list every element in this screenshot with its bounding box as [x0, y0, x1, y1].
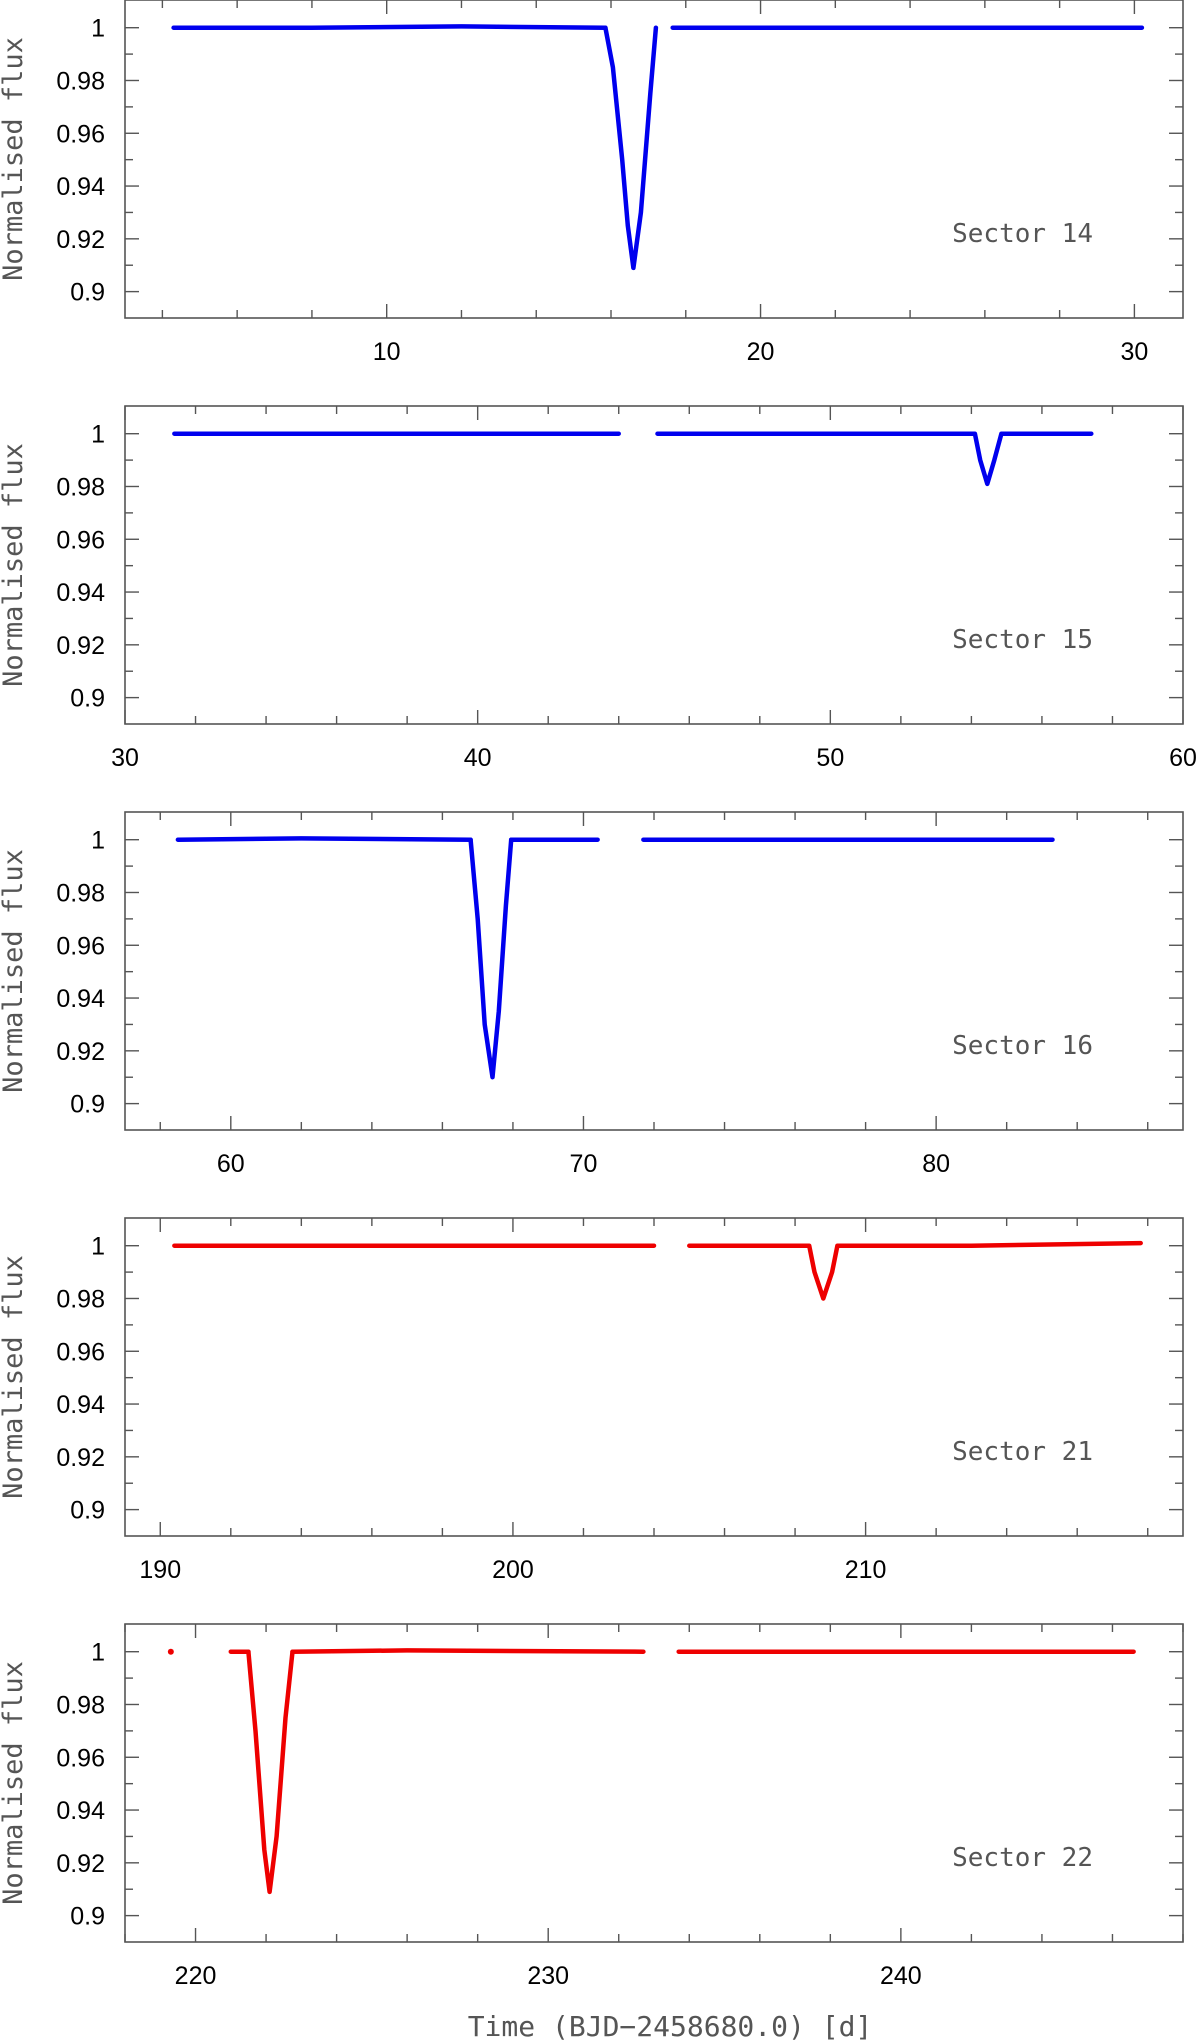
y-tick-label: 0.94 — [56, 1797, 105, 1825]
y-tick-label: 0.92 — [56, 226, 105, 254]
y-axis: 0.9 0.92 0.94 0.96 0.98 1 — [56, 1233, 1183, 1525]
y-tick-label: 0.9 — [70, 1091, 105, 1119]
x-tick-label: 10 — [373, 338, 401, 366]
y-tick-label: 0.9 — [70, 1903, 105, 1931]
y-tick-label: 0.92 — [56, 1850, 105, 1878]
y-axis: 0.9 0.92 0.94 0.96 0.98 1 — [56, 421, 1183, 713]
x-axis: 220 230 240 — [124, 1624, 1184, 1990]
sector-label: Sector 21 — [952, 1437, 1093, 1467]
x-tick-label: 60 — [1169, 744, 1197, 772]
y-tick-label: 0.9 — [70, 1497, 105, 1525]
x-axis: 30 40 50 60 — [111, 406, 1197, 772]
y-tick-label: 0.98 — [56, 473, 105, 501]
x-tick-label: 40 — [464, 744, 492, 772]
y-tick-label: 0.9 — [70, 685, 105, 713]
y-axis-label: Normalised flux — [0, 443, 29, 687]
y-axis: 0.9 0.92 0.94 0.96 0.98 1 — [56, 827, 1183, 1119]
y-tick-label: 1 — [91, 1639, 105, 1667]
y-tick-label: 0.94 — [56, 1391, 105, 1419]
x-tick-label: 210 — [845, 1556, 887, 1584]
y-tick-label: 0.96 — [56, 120, 105, 148]
x-axis: 190 200 210 — [139, 1218, 1149, 1584]
x-tick-label: 240 — [880, 1962, 922, 1990]
light-curve-segment — [655, 431, 1094, 487]
data-series — [172, 1240, 1143, 1301]
y-axis-label: Normalised flux — [0, 37, 29, 281]
y-tick-label: 0.98 — [56, 879, 105, 907]
y-tick-label: 0.92 — [56, 1038, 105, 1066]
data-point — [167, 1648, 174, 1655]
data-series — [167, 1648, 1136, 1895]
light-curve-segment — [246, 1649, 295, 1895]
y-tick-label: 1 — [91, 15, 105, 43]
plot-frame — [124, 405, 1184, 725]
light-curve-segment — [171, 24, 608, 30]
x-axis: 10 20 30 — [161, 0, 1148, 366]
y-tick-label: 0.98 — [56, 1691, 105, 1719]
panel-2: 0.9 0.92 0.94 0.96 0.98 1 30 40 50 60 Normalised f… — [0, 405, 1197, 772]
x-tick-label: 80 — [922, 1150, 950, 1178]
light-curve-segment — [290, 1648, 646, 1654]
data-series — [171, 24, 1145, 271]
y-tick-label: 0.96 — [56, 932, 105, 960]
panel-3: 0.9 0.92 0.94 0.96 0.98 1 60 70 80 Normalised flu… — [0, 811, 1184, 1178]
panel-5: 0.9 0.92 0.94 0.96 0.98 1 220 230 240 Normalised … — [0, 1623, 1184, 2041]
light-curve-segment — [468, 837, 514, 1080]
x-tick-label: 50 — [816, 744, 844, 772]
x-tick-label: 220 — [175, 1962, 217, 1990]
x-tick-label: 70 — [570, 1150, 598, 1178]
plot-frame — [124, 1217, 1184, 1537]
y-tick-label: 0.96 — [56, 1744, 105, 1772]
y-tick-label: 1 — [91, 421, 105, 449]
y-tick-label: 0.94 — [56, 173, 105, 201]
data-series — [175, 836, 1055, 1080]
x-tick-label: 20 — [747, 338, 775, 366]
y-tick-label: 0.98 — [56, 67, 105, 95]
y-tick-label: 0.96 — [56, 1338, 105, 1366]
y-axis: 0.9 0.92 0.94 0.96 0.98 1 — [56, 15, 1183, 307]
y-tick-label: 1 — [91, 1233, 105, 1261]
y-tick-label: 0.94 — [56, 579, 105, 607]
y-axis-label: Normalised flux — [0, 849, 29, 1093]
y-axis: 0.9 0.92 0.94 0.96 0.98 1 — [56, 1639, 1183, 1931]
x-tick-label: 60 — [217, 1150, 245, 1178]
y-tick-label: 0.98 — [56, 1285, 105, 1313]
x-tick-label: 230 — [527, 1962, 569, 1990]
sector-label: Sector 22 — [952, 1843, 1093, 1873]
y-tick-label: 0.92 — [56, 632, 105, 660]
panel-4: 0.9 0.92 0.94 0.96 0.98 1 190 200 210 Normalised … — [0, 1217, 1184, 1584]
panel-1: 0.9 0.92 0.94 0.96 0.98 1 10 20 30 Normalised flu… — [0, 0, 1184, 366]
x-axis-label: Time (BJD−2458680.0) [d] — [468, 2010, 873, 2041]
y-tick-label: 0.9 — [70, 279, 105, 307]
x-tick-label: 30 — [111, 744, 139, 772]
plot-frame — [124, 1623, 1184, 1943]
light-curve-segment — [687, 1240, 1143, 1301]
y-tick-label: 0.92 — [56, 1444, 105, 1472]
x-tick-label: 30 — [1120, 338, 1148, 366]
y-tick-label: 1 — [91, 827, 105, 855]
sector-label: Sector 14 — [952, 219, 1093, 249]
y-axis-label: Normalised flux — [0, 1255, 29, 1499]
y-tick-label: 0.96 — [56, 526, 105, 554]
sector-label: Sector 16 — [952, 1031, 1093, 1061]
y-tick-label: 0.94 — [56, 985, 105, 1013]
data-series — [172, 431, 1094, 487]
x-tick-label: 190 — [139, 1556, 181, 1584]
light-curve-segment — [175, 836, 473, 842]
x-tick-label: 200 — [492, 1556, 534, 1584]
x-axis: 60 70 80 — [159, 812, 1149, 1178]
plot-frame — [124, 811, 1184, 1131]
light-curve-segment — [603, 25, 659, 271]
y-axis-label: Normalised flux — [0, 1661, 29, 1905]
sector-label: Sector 15 — [952, 625, 1093, 655]
